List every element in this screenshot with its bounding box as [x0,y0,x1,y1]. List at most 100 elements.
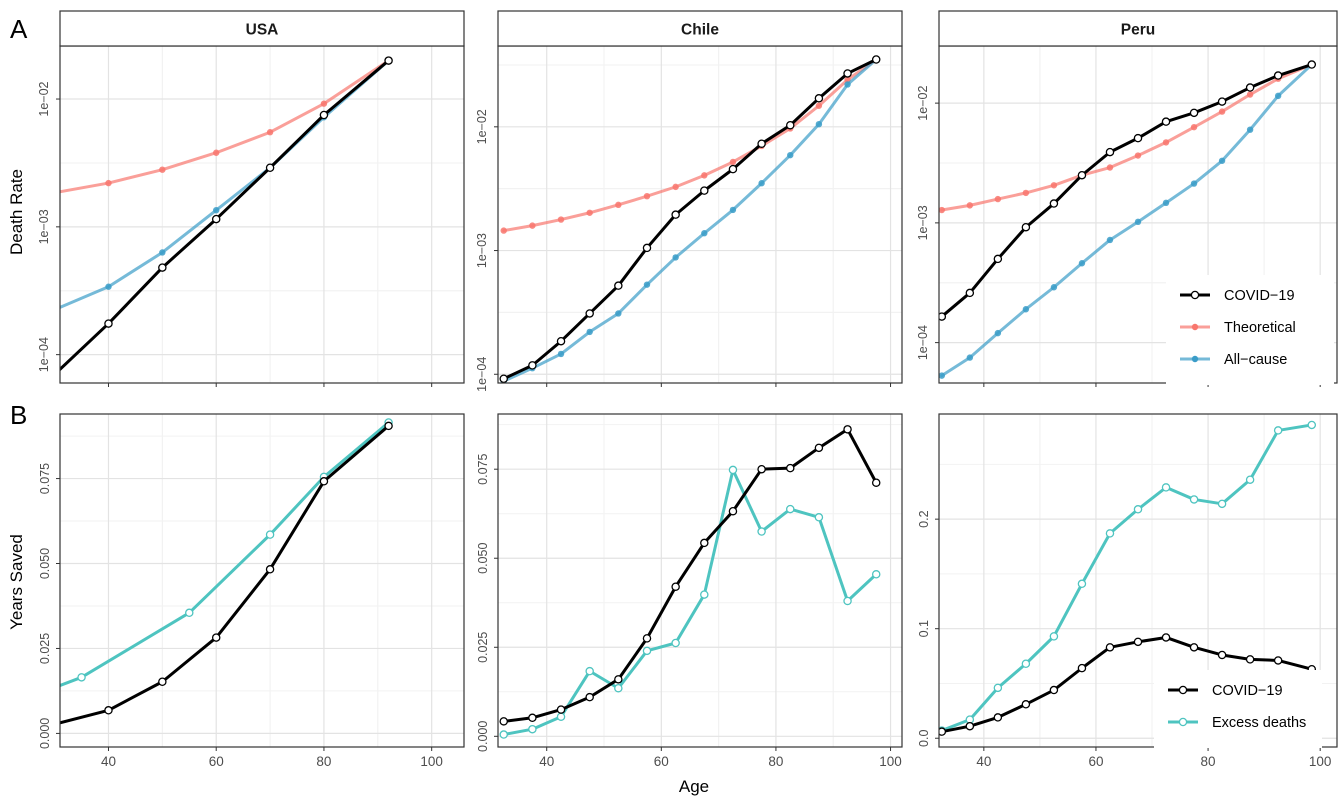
legend-key-point [1178,685,1188,695]
series-group [939,60,1317,379]
data-point [1133,637,1143,647]
data-point [159,166,166,173]
data-point [700,186,709,195]
data-point [1049,685,1059,695]
data-point [815,102,823,109]
series-group [939,420,1317,736]
data-point [614,281,623,290]
data-point [1217,499,1227,509]
data-point [1189,495,1199,504]
facet-strip-label: USA [246,22,279,39]
data-point [499,717,508,726]
data-point [871,570,881,579]
legend-label: COVID−19 [1224,288,1295,304]
data-point [1133,505,1143,514]
series-line-0 [502,58,878,233]
y-tick-label: 0.0 [917,730,931,747]
series-line-2 [502,58,878,381]
panel-border [938,413,1338,748]
data-point [1189,108,1199,118]
legend-label: All−cause [1224,352,1287,368]
data-point [528,361,537,370]
data-point [994,195,1002,203]
x-tick-label: 100 [1309,754,1332,769]
data-point [614,675,623,684]
series-line-1 [940,63,1314,378]
data-point [557,350,565,358]
plot-area [60,46,464,383]
series-line-2 [940,63,1314,319]
data-point [1050,182,1058,189]
data-point [1077,170,1087,180]
data-point [994,329,1002,337]
data-point [1105,643,1115,652]
data-point [1022,189,1030,197]
legend-key-point [1191,323,1199,331]
data-point [159,249,166,256]
data-point [642,634,652,643]
plot-area [498,46,902,383]
data-point [556,705,566,714]
data-point [844,81,851,88]
series-group [60,56,393,372]
data-point [758,180,765,187]
x-tick-label: 40 [539,754,554,769]
data-point [1245,655,1255,664]
data-point [786,120,795,130]
y-tick-label: 1e−02 [37,81,51,116]
series-line-1 [502,427,878,723]
data-point [1021,222,1031,232]
data-point [642,646,652,656]
legend-key-point [1178,717,1188,727]
y-tick-label: 1e−02 [916,86,930,121]
panel-4: 0.000 0.025 0.050 0.075 40 60 80 100 [476,413,903,769]
panel-border [497,413,903,748]
data-point [319,477,329,486]
data-point [1078,260,1086,267]
facet-strip-label: Peru [1121,22,1155,39]
x-tick-label: 40 [976,754,991,769]
data-point [1049,632,1059,641]
data-point [585,692,594,702]
data-point [499,730,508,739]
data-point [104,706,113,715]
data-point [871,55,881,64]
x-tick-label: 40 [101,754,116,769]
data-point [1021,659,1031,669]
gridlines [498,414,902,747]
data-point [871,478,881,487]
data-point [1133,133,1143,143]
series-line-0 [60,420,391,688]
data-point [843,69,852,78]
data-point [701,172,708,179]
data-point [1274,92,1282,100]
data-point [1134,218,1142,226]
data-point [786,463,795,473]
x-tick-label: 80 [1201,754,1216,769]
data-point [729,206,737,214]
data-point [1307,420,1317,430]
data-point [1307,60,1317,69]
data-point [939,312,947,321]
data-point [993,254,1003,264]
data-point [265,565,275,574]
data-point [556,336,566,346]
y-tick-label: 0.000 [38,718,52,749]
data-point [158,677,167,687]
legend-key-point [1191,355,1199,363]
data-point [1105,147,1115,157]
data-point [993,683,1003,693]
data-point [1021,700,1031,709]
data-point [843,425,852,434]
data-point [728,465,738,475]
x-tick-label: 100 [420,754,443,769]
data-point [1190,180,1198,187]
facet-strip [497,10,903,47]
data-point [500,227,507,234]
data-point [672,254,679,261]
panel-3: 0.000 0.025 0.050 0.075 40 60 80 100 [38,413,465,769]
data-point [384,56,393,65]
y-tick-label: 0.1 [917,620,931,637]
data-point [384,421,393,431]
